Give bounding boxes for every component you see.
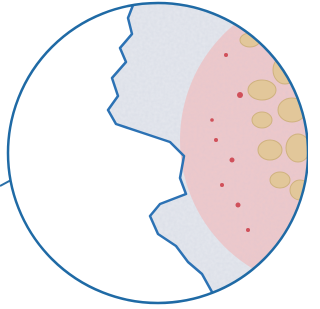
page: {}	[0, 0, 308, 309]
magnifier-view	[0, 0, 308, 309]
